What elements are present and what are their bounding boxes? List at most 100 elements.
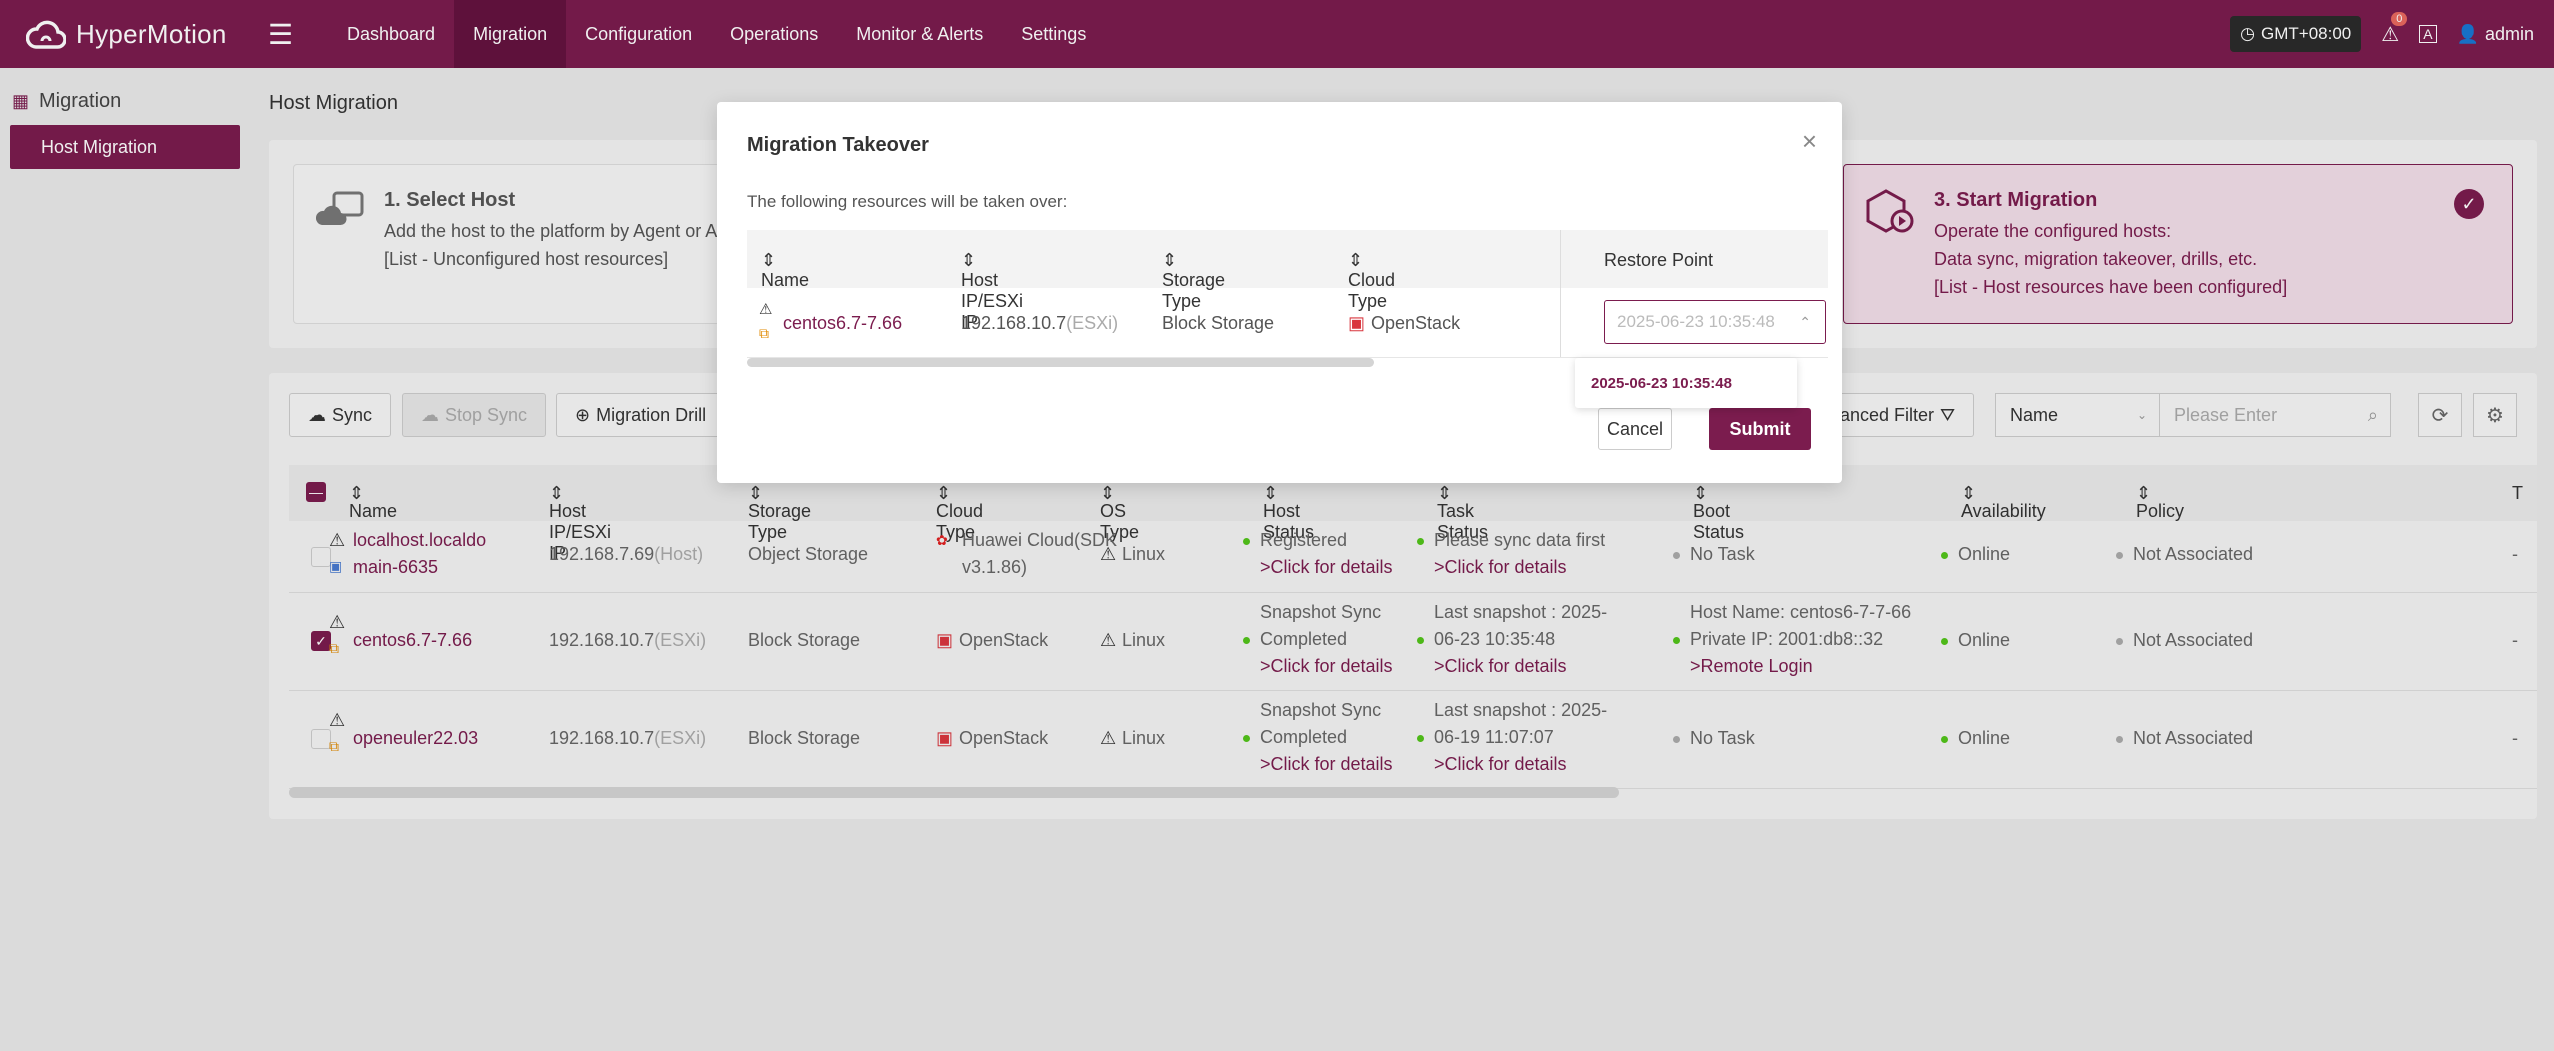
host-status-details-link[interactable]: >Click for details [1260, 754, 1393, 774]
settings-button[interactable]: ⚙ [2473, 393, 2517, 437]
availability: Online [1941, 541, 2010, 568]
linux-icon: ⚠ [759, 301, 773, 318]
migration-drill-button[interactable]: ⊕ Migration Drill [556, 393, 726, 437]
truncated-cell: - [2512, 728, 2518, 748]
cloud-stop-icon: ☁ [421, 404, 439, 425]
chevron-up-icon: ⌃ [1799, 313, 1811, 330]
restore-point-option[interactable]: 2025-06-23 10:35:48 [1575, 358, 1797, 408]
close-icon[interactable]: × [1801, 126, 1817, 156]
submit-button[interactable]: Submit [1709, 408, 1811, 450]
storage-type: Block Storage [748, 728, 861, 748]
dialog-description: The following resources will be taken ov… [747, 192, 1068, 211]
host-name-link[interactable]: centos6.7-7.66 [353, 630, 473, 650]
cancel-button[interactable]: Cancel [1598, 408, 1672, 450]
table-header: — Name ⇕ Host IP/ESXi IP ⇕ Storage Type … [289, 465, 2537, 563]
linux-icon: ⚠ [329, 530, 346, 550]
cloud-logo-icon [26, 20, 66, 49]
col-host-ip[interactable]: Host IP/ESXi IP ⇕ [549, 483, 612, 563]
host-status-details-link[interactable]: >Click for details [1260, 557, 1393, 577]
vmware-icon: ⧉ [759, 325, 769, 341]
advanced-filter-button[interactable]: vanced Filter ⛛ [1819, 393, 1975, 437]
nav-configuration[interactable]: Configuration [585, 23, 693, 44]
filter-field-select[interactable]: Name ⌄ [1995, 393, 2160, 437]
col-boot-status[interactable]: Boot Status ⇕ [1693, 483, 1745, 542]
user-menu[interactable]: 👤 admin [2456, 23, 2534, 44]
task-status: Last snapshot : 2025- 06-23 10:35:48 >Clic… [1417, 599, 1607, 680]
huawei-cloud-icon: ✿ [936, 532, 948, 548]
col-task-status[interactable]: Task Status ⇕ [1437, 483, 1489, 542]
table-horizontal-scrollbar[interactable] [289, 787, 1619, 798]
refresh-button[interactable]: ⟳ [2418, 393, 2462, 437]
linux-icon: ⚠ [1100, 630, 1117, 650]
timezone-badge[interactable]: ◷ GMT+08:00 [2230, 16, 2362, 52]
step-start-migration: 3. Start Migration Operate the configure… [1843, 164, 2513, 324]
host-ip: 192.168.10.7(ESXi) [549, 630, 707, 650]
nav-migration[interactable]: Migration [454, 0, 567, 68]
row-checkbox[interactable] [311, 729, 331, 749]
host-agent-icon: ▣ [329, 558, 343, 574]
host-status: Registered >Click for details [1243, 527, 1393, 581]
dialog-horizontal-scrollbar[interactable] [747, 358, 1374, 367]
col-availability[interactable]: Availability ⇕ [1961, 483, 2046, 521]
host-name-link[interactable]: openeuler22.03 [353, 728, 479, 748]
step-select-host: 1. Select Host Add the host to the platf… [293, 164, 773, 324]
alert-bell[interactable]: ⚠ 0 [2381, 11, 2408, 47]
select-all-checkbox[interactable]: — [306, 482, 326, 502]
sync-button[interactable]: ☁ Sync [289, 393, 392, 437]
col-name[interactable]: Name ⇕ [349, 483, 398, 521]
truncated-cell: - [2512, 630, 2518, 650]
linux-icon: ⚠ [329, 710, 346, 730]
host-status-details-link[interactable]: >Click for details [1260, 656, 1393, 676]
nav-settings[interactable]: Settings [1021, 23, 1087, 44]
column-divider [1560, 230, 1561, 358]
remote-login-link[interactable]: >Remote Login [1690, 656, 1813, 676]
linux-icon: ⚠ [1100, 728, 1117, 748]
row-checkbox[interactable]: ✓ [311, 631, 331, 651]
col-host-ip[interactable]: Host IP/ESXi IP ⇕ [961, 250, 1024, 332]
cloud-type: Huawei Cloud(SDK v3.1.86) [962, 530, 1118, 577]
os-type: ⚠ Linux [1100, 725, 1165, 752]
col-host-status[interactable]: Host Status ⇕ [1263, 483, 1315, 542]
nav-monitor-alerts[interactable]: Monitor & Alerts [856, 23, 984, 44]
col-restore-point: Restore Point [1604, 250, 1714, 270]
col-os-type[interactable]: OS Type ⇕ [1100, 483, 1140, 542]
host-name-link[interactable]: centos6.7-7.66 [783, 313, 903, 333]
menu-toggle-icon[interactable]: ☰ [268, 18, 294, 50]
policy: Not Associated [2116, 725, 2253, 752]
sidebar-item-host-migration[interactable]: Host Migration [10, 125, 240, 169]
search-icon[interactable]: ⌕ [2367, 404, 2378, 425]
restore-point-select[interactable]: 2025-06-23 10:35:48 ⌃ [1604, 300, 1826, 344]
migration-takeover-dialog: Migration Takeover × The following resou… [717, 102, 1842, 483]
col-name[interactable]: Name ⇕ [761, 250, 810, 290]
col-storage-type[interactable]: Storage Type ⇕ [1162, 250, 1226, 311]
drill-icon: ⊕ [575, 404, 591, 425]
linux-icon: ⚠ [329, 612, 346, 632]
col-policy[interactable]: Policy ⇕ [2136, 483, 2185, 521]
row-checkbox[interactable] [311, 547, 331, 567]
nav-operations[interactable]: Operations [730, 23, 819, 44]
task-status-details-link[interactable]: >Click for details [1434, 754, 1567, 774]
dialog-table-header: Name ⇕ Host IP/ESXi IP ⇕ Storage Type ⇕ … [747, 230, 1828, 332]
task-status-details-link[interactable]: >Click for details [1434, 557, 1567, 577]
cloud-type: ▣ OpenStack [1348, 313, 1461, 333]
col-storage-type[interactable]: Storage Type ⇕ [748, 483, 812, 542]
search-input[interactable]: Please Enter ⌕ [2159, 393, 2391, 437]
step-complete-check-icon: ✓ [2454, 189, 2484, 219]
chevron-down-icon: ⌄ [2136, 408, 2147, 422]
language-icon[interactable]: A [2419, 25, 2437, 43]
main-nav: Dashboard Migration Configuration Operat… [328, 0, 1105, 68]
logo[interactable]: HyperMotion [26, 17, 256, 51]
col-cloud-type[interactable]: Cloud Type ⇕ [936, 483, 984, 542]
stop-sync-button[interactable]: ☁ Stop Sync [402, 393, 547, 437]
os-type: ⚠ Linux [1100, 627, 1165, 654]
refresh-icon: ⟳ [2431, 404, 2449, 427]
table-row: ⚠ ⧉ openeuler22.03 192.168.10.7(ESXi) Bl… [289, 691, 2537, 789]
host-name-link[interactable]: localhost.localdo main-6635 [353, 530, 487, 577]
host-status: Snapshot Sync Completed >Click for details [1243, 599, 1393, 680]
nav-dashboard[interactable]: Dashboard [347, 23, 436, 44]
task-status-details-link[interactable]: >Click for details [1434, 656, 1567, 676]
sidebar-title: ▦ Migration [12, 90, 122, 112]
vmware-icon: ⧉ [329, 738, 339, 754]
sidebar: ▦ Migration Host Migration [0, 68, 250, 1051]
col-cloud-type[interactable]: Cloud Type ⇕ [1348, 250, 1396, 311]
